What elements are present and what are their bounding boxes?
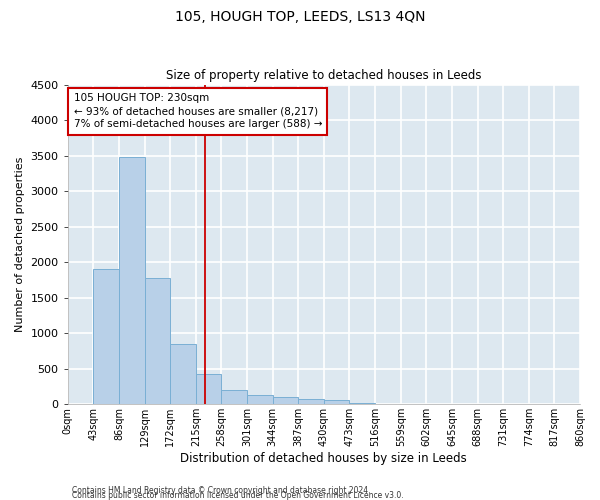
X-axis label: Distribution of detached houses by size in Leeds: Distribution of detached houses by size … (181, 452, 467, 465)
Text: Contains HM Land Registry data © Crown copyright and database right 2024.: Contains HM Land Registry data © Crown c… (72, 486, 371, 495)
Bar (119, 157, 145, 404)
Bar (247, 395, 272, 404)
Bar (221, 390, 247, 404)
Bar (324, 400, 349, 404)
Bar (170, 344, 196, 405)
Bar (196, 374, 221, 404)
Bar (298, 399, 324, 404)
Y-axis label: Number of detached properties: Number of detached properties (15, 156, 25, 332)
Text: 105 HOUGH TOP: 230sqm
← 93% of detached houses are smaller (8,217)
7% of semi-de: 105 HOUGH TOP: 230sqm ← 93% of detached … (74, 93, 322, 130)
Bar (145, 278, 170, 404)
Text: Contains public sector information licensed under the Open Government Licence v3: Contains public sector information licen… (72, 491, 404, 500)
Title: Size of property relative to detached houses in Leeds: Size of property relative to detached ho… (166, 69, 482, 82)
Bar (272, 397, 298, 404)
Text: 105, HOUGH TOP, LEEDS, LS13 4QN: 105, HOUGH TOP, LEEDS, LS13 4QN (175, 10, 425, 24)
Bar (349, 403, 375, 404)
Bar (94, 270, 119, 404)
